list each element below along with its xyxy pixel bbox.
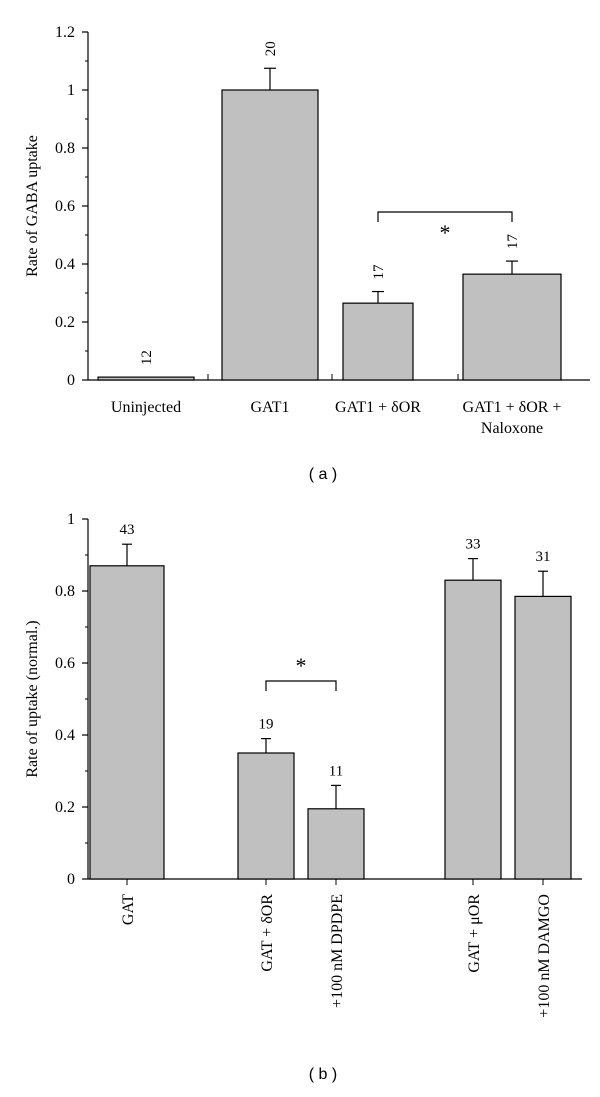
y-tick-label: 0.2 [55, 314, 75, 331]
x-category-label: GAT1 + δOR [335, 399, 421, 416]
sample-size-label: 33 [466, 537, 481, 553]
y-axis-title: Rate of GABA uptake [24, 135, 41, 277]
y-tick-label: 0.4 [55, 727, 75, 744]
x-category-label: GAT + δOR [259, 894, 276, 972]
significance-star: * [296, 653, 307, 678]
bar [221, 89, 319, 381]
panel-b: 0 0.2 0.4 0.6 0.8 1 Rate of uptake (normal.) 43… [24, 511, 582, 1083]
bar [89, 565, 165, 880]
y-tick-label: 0 [67, 372, 75, 389]
panel-label: ( b ) [309, 1066, 337, 1083]
y-tick-label: 1.2 [55, 24, 75, 41]
y-tick-label: 0.8 [55, 140, 75, 157]
bar [237, 752, 295, 880]
sample-size-label: 11 [329, 763, 343, 779]
sample-size-label: 17 [505, 234, 521, 250]
bar [514, 595, 572, 880]
x-category-label: GAT + μOR [466, 894, 483, 973]
significance-star: * [440, 220, 451, 245]
x-category-label: Naloxone [481, 420, 543, 437]
y-axis-title: Rate of uptake (normal.) [24, 620, 41, 777]
y-tick-label: 0.2 [55, 799, 75, 816]
significance-bracket [265, 680, 337, 691]
sample-size-label: 31 [536, 549, 551, 565]
y-tick-label: 0.4 [55, 256, 75, 273]
y-tick-label: 0.8 [55, 583, 75, 600]
sample-size-label: 12 [139, 350, 155, 365]
bar [97, 376, 195, 381]
x-category-label: GAT [120, 894, 137, 925]
sample-size-label: 20 [263, 41, 279, 56]
x-category-label: +100 nM DAMGO [536, 894, 553, 1018]
bar [342, 302, 414, 381]
x-category-label: GAT1 [250, 399, 289, 416]
bar [444, 579, 502, 880]
sample-size-label: 43 [120, 522, 135, 538]
x-category-label: +100 nM DPDPE [329, 894, 346, 1008]
y-tick-label: 1 [67, 82, 75, 99]
x-category-label: GAT1 + δOR + [463, 399, 562, 416]
y-tick-label: 1 [67, 511, 75, 528]
sample-size-label: 17 [371, 264, 387, 280]
y-tick-label: 0.6 [55, 655, 75, 672]
significance-bracket [377, 211, 513, 222]
bar [462, 273, 562, 381]
y-tick-label: 0 [67, 871, 75, 888]
x-category-label: Uninjected [111, 399, 181, 416]
panel-a: 0 0.2 0.4 0.6 0.8 1 1.2 Rate of GABA uptake 12 Un… [24, 24, 590, 483]
bar [307, 808, 365, 880]
panel-label: ( a ) [309, 466, 337, 483]
sample-size-label: 19 [259, 717, 274, 733]
y-tick-label: 0.6 [55, 198, 75, 215]
